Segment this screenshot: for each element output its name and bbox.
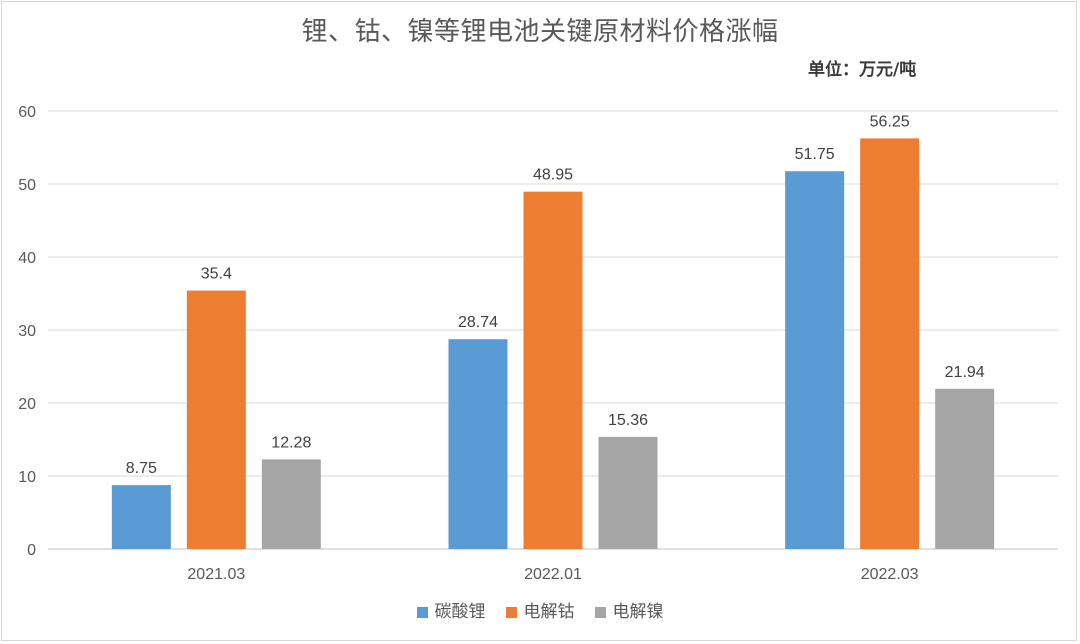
y-tick-label: 10 (18, 469, 36, 486)
y-tick-label: 0 (27, 542, 36, 559)
y-tick-label: 50 (18, 177, 36, 194)
y-axis-ticks: 0 10 20 30 40 50 60 (18, 104, 36, 559)
chart-title: 锂、钴、镍等锂电池关键原材料价格涨幅 (301, 17, 779, 47)
bar-1-2 (448, 339, 508, 549)
legend-item: 碳酸锂 (416, 601, 486, 623)
x-tick-label: 2021.03 (187, 566, 245, 583)
x-axis-ticks: 2021.03 2022.01 2022.03 (187, 566, 918, 583)
bar-2-3 (860, 138, 920, 549)
x-tick-label: 2022.03 (861, 566, 919, 583)
x-tick-label: 2022.01 (524, 566, 582, 583)
data-label: 15.36 (608, 412, 648, 429)
legend-item: 电解镍 (594, 601, 664, 623)
bar-2-1 (186, 290, 246, 549)
data-labels: 8.75 35.4 12.28 28.74 48.95 15.36 51.75 56.25 21… (126, 113, 985, 477)
data-label: 56.25 (870, 113, 910, 130)
bar-3-3 (935, 388, 995, 549)
legend: 碳酸锂 电解钴 电解镍 (0, 601, 1080, 623)
legend-label: 电解钴 (523, 602, 575, 622)
data-label: 51.75 (795, 146, 835, 163)
legend-swatch (416, 606, 428, 618)
data-label: 48.95 (533, 167, 573, 184)
bar-3-2 (598, 436, 658, 549)
y-tick-label: 30 (18, 323, 36, 340)
legend-item: 电解钴 (505, 601, 575, 623)
data-label: 12.28 (271, 434, 311, 451)
data-label: 21.94 (945, 364, 985, 381)
unit-label: 单位：万元/吨 (808, 60, 917, 80)
data-label: 8.75 (126, 460, 157, 477)
data-label: 35.4 (201, 266, 232, 283)
legend-label: 电解镍 (612, 602, 664, 622)
y-tick-label: 20 (18, 396, 36, 413)
bars (111, 138, 995, 550)
bar-2-2 (523, 191, 583, 550)
legend-swatch (505, 606, 517, 618)
legend-label: 碳酸锂 (434, 602, 486, 622)
legend-swatch (594, 606, 606, 618)
bar-3-1 (261, 459, 321, 549)
y-tick-label: 40 (18, 250, 36, 267)
bar-1-3 (785, 171, 845, 549)
bar-1-1 (111, 485, 171, 549)
y-tick-label: 60 (18, 104, 36, 121)
data-label: 28.74 (458, 314, 498, 331)
